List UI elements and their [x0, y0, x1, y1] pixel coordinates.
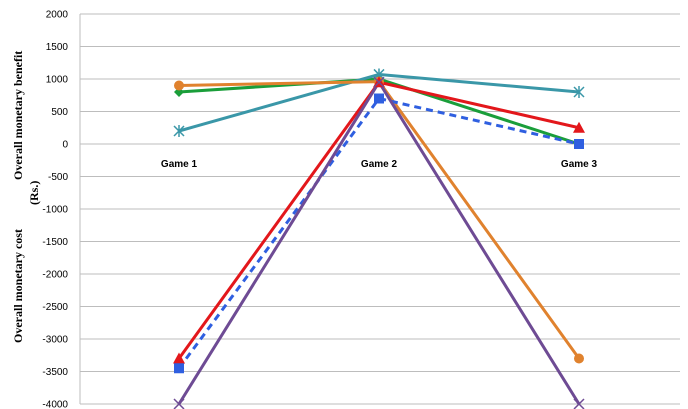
category-labels: Game 1 Game 2 Game 3 [161, 159, 598, 170]
data-point-star [173, 125, 185, 137]
y-tick-labels: 2000 1500 1000 500 0 -500 -1000 -1500 -2000 -2500… [42, 10, 68, 409]
category-label: Game 2 [361, 159, 398, 170]
y-tick-label: 1000 [46, 75, 69, 86]
data-point-x [373, 76, 385, 88]
series-markers [173, 68, 585, 409]
data-point-square [174, 363, 184, 374]
y-tick-label: -2000 [42, 270, 68, 281]
y-tick-label: 2000 [46, 10, 69, 21]
data-point-x [573, 398, 585, 409]
y-tick-label: 500 [51, 107, 68, 118]
y-tick-label: -1000 [42, 205, 68, 216]
y-axis-label-bottom: Overall monetary cost [11, 229, 25, 343]
y-tick-label: 0 [62, 140, 68, 151]
y-tick-label: -1500 [42, 237, 68, 248]
y-tick-label: -3000 [42, 335, 68, 346]
data-point-square [374, 93, 384, 104]
data-point-circle [574, 353, 584, 364]
data-point-x [173, 398, 185, 409]
data-point-triangle [173, 352, 185, 364]
series-line [177, 97, 580, 370]
series-line [177, 80, 581, 405]
y-tick-label: 1500 [46, 42, 69, 53]
data-point-triangle [573, 121, 585, 133]
data-point-square [574, 139, 584, 149]
y-tick-label: -2500 [42, 302, 68, 313]
category-label: Game 3 [561, 159, 598, 170]
y-axis-label-unit: (Rs.) [27, 181, 41, 205]
y-tick-label: -3500 [42, 367, 68, 378]
series-lines [177, 72, 581, 405]
y-tick-label: -4000 [42, 400, 68, 409]
data-point-circle [174, 80, 184, 91]
y-tick-label: -500 [48, 172, 68, 183]
y-axis-label-top: Overall monetary benefit [11, 51, 25, 180]
category-label: Game 1 [161, 159, 198, 170]
data-point-star [573, 86, 585, 98]
